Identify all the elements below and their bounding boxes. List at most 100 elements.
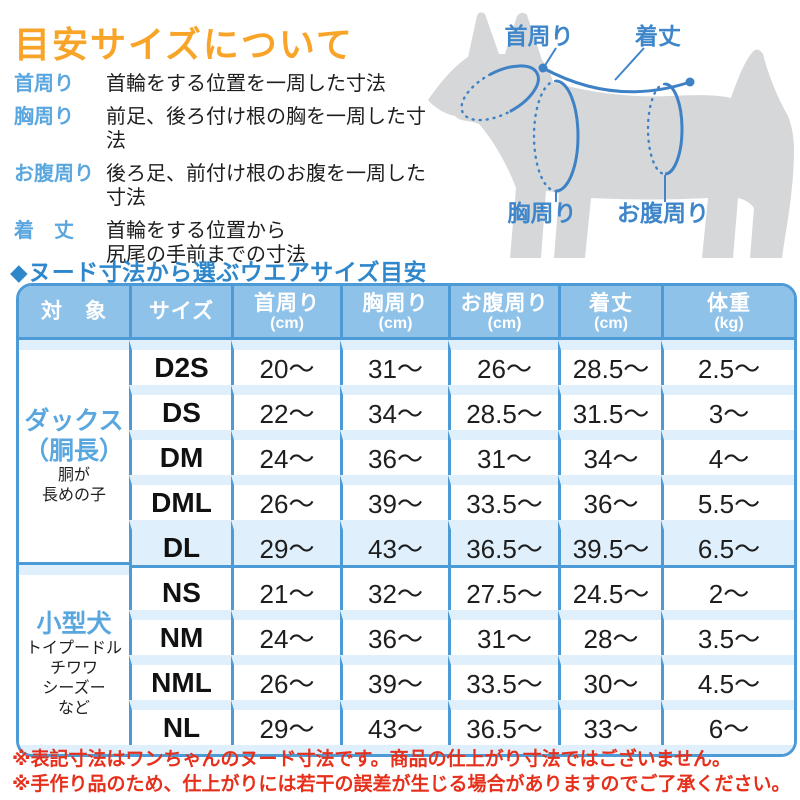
length-measure-line [542, 66, 691, 94]
size-cell: DML [129, 475, 231, 520]
neck-cell: 26〜 [231, 475, 340, 520]
neck-cell: 26〜 [231, 655, 340, 700]
legend-description: 首輪をする位置を一周した寸法 [106, 73, 386, 95]
neck-cell: 22〜 [231, 385, 340, 430]
legend-item-neck: 首周り 首輪をする位置を一周した寸法 [14, 72, 434, 96]
table-section-heading: ◆ヌード寸法から選ぶウエアサイズ目安 [10, 259, 427, 285]
col-header-size: サイズ [129, 286, 231, 340]
col-header-unit: (cm) [487, 314, 522, 332]
footer-notes: ※表記寸法はワンちゃんのヌード寸法です。商品の仕上がり寸法ではございません。 ※… [12, 747, 798, 797]
note-line: ※表記寸法はワンちゃんのヌード寸法です。商品の仕上がり寸法ではございません。 [12, 749, 732, 770]
belly-cell: 31〜 [448, 610, 558, 655]
neck-pointer-line [543, 47, 557, 68]
diagram-belly-label: お腹周り [617, 200, 709, 226]
table-bottom-strip [19, 745, 794, 754]
legend-description: 首輪をする位置から 尻尾の手前までの寸法 [106, 219, 306, 267]
col-header-label: 胸周り [362, 291, 429, 315]
length-cell: 36〜 [558, 475, 661, 520]
belly-cell: 31〜 [448, 430, 558, 475]
neck-cell: 24〜 [231, 610, 340, 655]
legend-term: 着 丈 [14, 220, 74, 242]
weight-cell: 3.5〜 [661, 610, 794, 655]
size-cell: NM [129, 610, 231, 655]
length-cell: 33〜 [558, 700, 661, 745]
neck-cell: 20〜 [231, 340, 340, 385]
chest-cell: 39〜 [340, 655, 448, 700]
dog-silhouette-icon [428, 12, 794, 259]
chest-cell: 34〜 [340, 385, 448, 430]
length-cell: 28.5〜 [558, 340, 661, 385]
belly-cell: 26〜 [448, 340, 558, 385]
weight-cell: 2.5〜 [661, 340, 794, 385]
diagram-length-label: 着丈 [635, 23, 681, 49]
diagram-neck-label: 首周り [505, 23, 574, 49]
group-name-line: ダックス [24, 407, 124, 435]
col-header-label: 着丈 [589, 291, 633, 315]
chest-cell: 39〜 [340, 475, 448, 520]
size-cell: NML [129, 655, 231, 700]
size-cell: DM [129, 430, 231, 475]
legend-description-line2: 尻尾の手前までの寸法 [106, 244, 306, 266]
length-cell: 28〜 [558, 610, 661, 655]
group-note-line: 胴が [57, 467, 90, 484]
size-cell: NS [129, 565, 231, 610]
legend-term: お腹周り [14, 163, 94, 185]
col-header-target: 対 象 [19, 286, 129, 340]
group-note-line: チワワ [49, 659, 98, 677]
belly-cell: 27.5〜 [448, 565, 558, 610]
neck-cell: 24〜 [231, 430, 340, 475]
col-header-unit: (kg) [714, 314, 744, 332]
col-header-label: 首周り [254, 291, 320, 315]
chest-cell: 36〜 [340, 610, 448, 655]
length-dot-back [685, 77, 695, 87]
group-name-line: 小型犬 [36, 609, 112, 638]
legend-description-line1: 首輪をする位置から [106, 220, 286, 242]
weight-cell: 5.5〜 [661, 475, 794, 520]
chest-cell: 43〜 [340, 520, 448, 565]
size-cell: NL [129, 700, 231, 745]
size-cell: DL [129, 520, 231, 565]
legend-item-belly: お腹周り 後ろ足、前付け根のお腹を一周した寸法 [14, 162, 434, 210]
chest-cell: 43〜 [340, 700, 448, 745]
weight-cell: 6〜 [661, 700, 794, 745]
col-header-weight: 体重 (kg) [661, 286, 794, 340]
group-note-line: など [57, 699, 90, 717]
belly-cell: 33.5〜 [448, 655, 558, 700]
group-note-line: トイプードル [25, 639, 122, 657]
col-header-label: 対 象 [41, 300, 107, 323]
belly-cell: 36.5〜 [448, 520, 558, 565]
group-cell-dachshund: ダックス （胴長） 胴が 長めの子 [19, 340, 129, 565]
size-table-grid: 対 象 サイズ 首周り (cm) 胸周り (cm) お腹周り (cm) 着丈 (… [19, 286, 794, 754]
group-note-line: シーズー [42, 679, 106, 697]
col-header-unit: (cm) [594, 314, 628, 332]
size-cell: DS [129, 385, 231, 430]
length-cell: 34〜 [558, 430, 661, 475]
diagram-chest-label: 胸周り [508, 200, 577, 226]
dog-measurement-diagram: 首周り 着丈 胸周り お腹周り [415, 2, 800, 274]
legend-description: 後ろ足、前付け根のお腹を一周した寸法 [106, 163, 426, 209]
size-cell: D2S [129, 340, 231, 385]
legend-term: 首周り [14, 73, 74, 95]
legend-item-length: 着 丈 首輪をする位置から 尻尾の手前までの寸法 [14, 219, 434, 267]
weight-cell: 4〜 [661, 430, 794, 475]
legend-description: 前足、後ろ付け根の胸を一周した寸法 [106, 106, 426, 152]
group-note-line: 長めの子 [41, 487, 106, 504]
belly-cell: 28.5〜 [448, 385, 558, 430]
neck-cell: 29〜 [231, 520, 340, 565]
neck-cell: 29〜 [231, 700, 340, 745]
col-header-unit: (cm) [378, 314, 413, 332]
length-cell: 31.5〜 [558, 385, 661, 430]
belly-cell: 36.5〜 [448, 700, 558, 745]
col-header-chest: 胸周り (cm) [340, 286, 448, 340]
weight-cell: 2〜 [661, 565, 794, 610]
chest-cell: 32〜 [340, 565, 448, 610]
belly-cell: 33.5〜 [448, 475, 558, 520]
col-header-label: サイズ [148, 300, 215, 323]
page-title: 目安サイズについて [14, 24, 354, 65]
col-header-unit: (cm) [270, 314, 304, 332]
col-header-label: 体重 [707, 291, 751, 315]
legend-item-chest: 胸周り 前足、後ろ付け根の胸を一周した寸法 [14, 105, 434, 153]
length-cell: 30〜 [558, 655, 661, 700]
chest-cell: 36〜 [340, 430, 448, 475]
